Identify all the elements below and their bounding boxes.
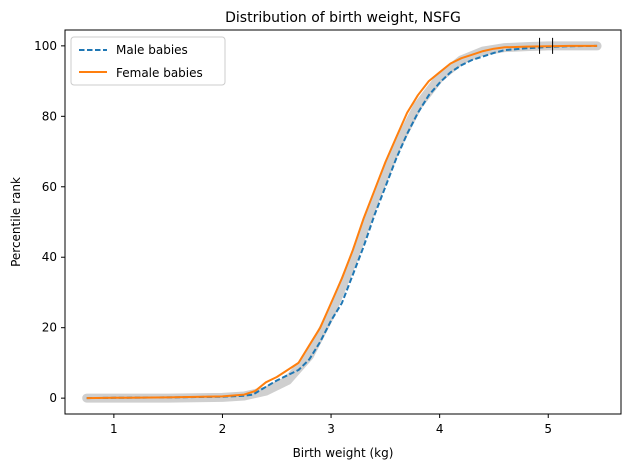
tick-marks-layer [539, 37, 554, 54]
x-tick-label-5: 5 [544, 422, 552, 436]
x-tick-label-2: 2 [219, 422, 227, 436]
legend: Male babies Female babies [70, 36, 226, 86]
x-tick-label-1: 1 [110, 422, 118, 436]
y-tick-label-80: 80 [42, 109, 57, 123]
plot-area [82, 37, 602, 403]
y-tick-label-20: 20 [42, 321, 57, 335]
chart-title: Distribution of birth weight, NSFG [225, 10, 461, 26]
axes-frame [64, 29, 622, 415]
y-axis-ticks: 0 20 40 60 80 100 [34, 39, 65, 405]
y-tick-label-60: 60 [42, 180, 57, 194]
legend-label-male: Male babies [116, 43, 188, 57]
series-layer [86, 44, 598, 400]
x-axis-ticks: 1 2 3 4 5 [110, 414, 552, 436]
y-tick-label-40: 40 [42, 250, 57, 264]
x-axis-label: Birth weight (kg) [293, 446, 394, 460]
legend-box [70, 36, 226, 86]
y-axis-label: Percentile rank [9, 177, 23, 267]
x-tick-label-4: 4 [436, 422, 444, 436]
legend-label-female: Female babies [116, 66, 203, 80]
y-tick-label-100: 100 [34, 39, 57, 53]
series-line-male [86, 44, 598, 400]
series-line-female [86, 44, 598, 400]
x-tick-label-3: 3 [327, 422, 335, 436]
y-tick-label-0: 0 [49, 391, 57, 405]
